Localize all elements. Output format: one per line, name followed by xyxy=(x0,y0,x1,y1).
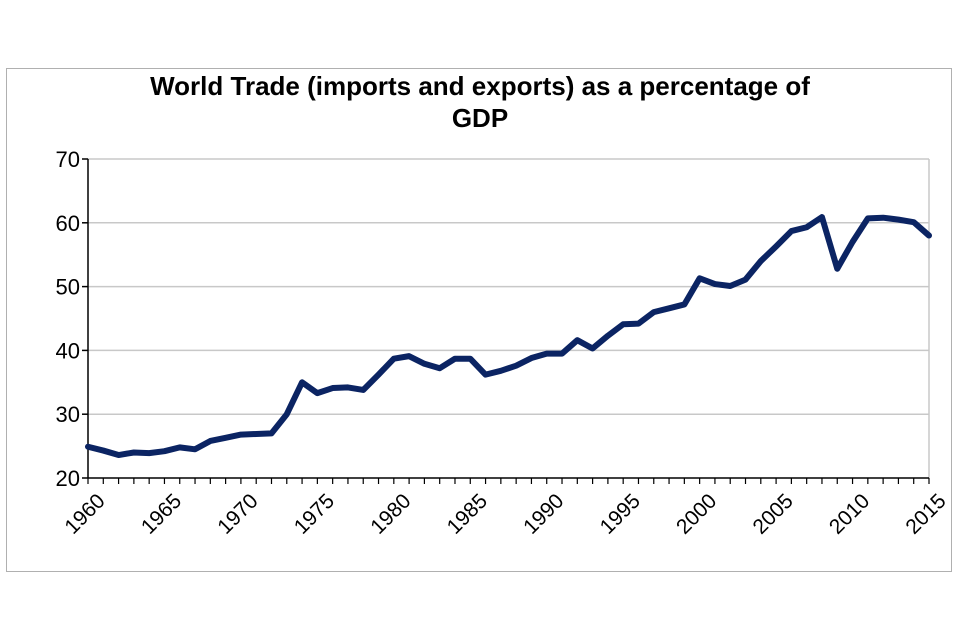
data-point xyxy=(836,268,838,270)
x-tick-label: 2015 xyxy=(901,489,950,538)
data-point xyxy=(928,235,930,237)
data-point xyxy=(270,432,272,434)
data-point xyxy=(668,307,670,309)
data-point xyxy=(469,358,471,360)
data-point xyxy=(133,451,135,453)
data-point xyxy=(607,335,609,337)
x-tick-label: 1995 xyxy=(596,489,645,538)
data-point xyxy=(102,450,104,452)
data-point xyxy=(378,374,380,376)
data-point xyxy=(240,434,242,436)
data-point xyxy=(515,365,517,367)
data-point xyxy=(897,219,899,221)
data-point xyxy=(500,370,502,372)
data-point xyxy=(362,389,364,391)
x-tick-label: 1960 xyxy=(60,489,109,538)
x-tick-label: 1985 xyxy=(443,489,492,538)
data-point xyxy=(209,440,211,442)
data-point xyxy=(225,437,227,439)
data-point xyxy=(882,217,884,219)
data-point xyxy=(790,230,792,232)
data-point xyxy=(408,355,410,357)
data-point xyxy=(423,363,425,365)
data-point xyxy=(729,285,731,287)
y-tick-label: 60 xyxy=(56,211,80,236)
x-tick-label: 1990 xyxy=(519,489,568,538)
x-tick-label: 2010 xyxy=(825,489,874,538)
chart-title: World Trade (imports and exports) as a p… xyxy=(0,70,960,134)
x-tick-label: 1975 xyxy=(290,489,339,538)
data-point xyxy=(163,450,165,452)
data-point xyxy=(286,413,288,415)
data-point xyxy=(622,323,624,325)
data-point xyxy=(637,323,639,325)
data-point xyxy=(683,303,685,305)
data-point xyxy=(439,367,441,369)
data-point xyxy=(576,339,578,341)
x-tick-label: 1970 xyxy=(213,489,262,538)
chart-title-line-2: GDP xyxy=(451,103,509,133)
y-tick-label: 40 xyxy=(56,338,80,363)
data-point xyxy=(179,446,181,448)
data-point xyxy=(87,446,89,448)
x-tick-label: 2000 xyxy=(672,489,721,538)
data-point xyxy=(852,241,854,243)
data-point xyxy=(714,283,716,285)
data-point xyxy=(745,279,747,281)
data-point xyxy=(148,452,150,454)
data-point xyxy=(485,374,487,376)
data-point xyxy=(592,347,594,349)
series-line xyxy=(85,214,932,459)
chart-frame xyxy=(6,68,952,572)
data-point xyxy=(821,216,823,218)
data-point xyxy=(347,386,349,388)
x-tick-label: 2005 xyxy=(749,489,798,538)
data-point xyxy=(806,226,808,228)
data-point xyxy=(393,358,395,360)
x-tick-label: 1965 xyxy=(137,489,186,538)
data-point xyxy=(561,353,563,355)
data-point xyxy=(118,454,120,456)
y-tick-label: 20 xyxy=(56,466,80,491)
data-point xyxy=(316,392,318,394)
data-point xyxy=(913,221,915,223)
chart-title-line-1: World Trade (imports and exports) as a p… xyxy=(150,71,810,101)
data-point xyxy=(699,277,701,279)
data-point xyxy=(332,387,334,389)
data-point xyxy=(546,353,548,355)
y-tick-label: 50 xyxy=(56,275,80,300)
data-point xyxy=(301,381,303,383)
data-point xyxy=(454,358,456,360)
data-point xyxy=(867,217,869,219)
y-tick-label: 30 xyxy=(56,402,80,427)
x-tick-label: 1980 xyxy=(366,489,415,538)
data-point xyxy=(530,357,532,359)
data-point xyxy=(255,433,257,435)
data-point xyxy=(194,448,196,450)
data-point xyxy=(775,245,777,247)
y-tick-label: 70 xyxy=(56,147,80,172)
data-point xyxy=(760,260,762,262)
data-point xyxy=(653,311,655,313)
